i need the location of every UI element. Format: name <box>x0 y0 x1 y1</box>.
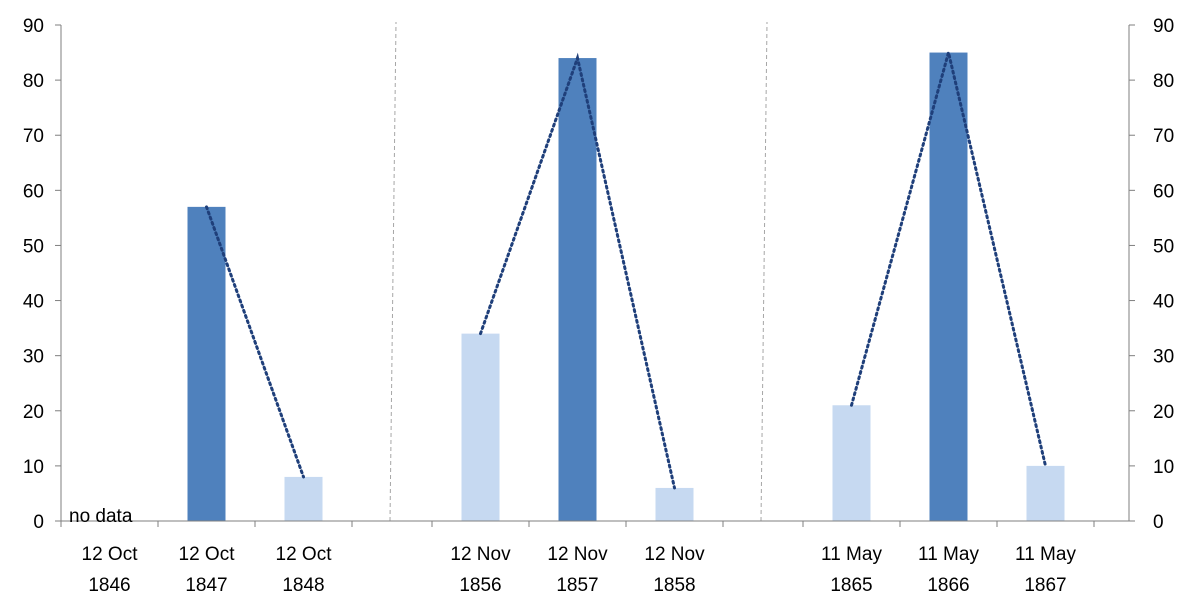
y2-tick-label: 50 <box>1153 236 1174 257</box>
x-tick-label-line2: 1858 <box>653 575 695 596</box>
x-tick-label-line2: 1867 <box>1024 575 1066 596</box>
bar <box>461 333 500 521</box>
y-tick-label: 50 <box>23 236 44 257</box>
group-divider <box>760 21 768 522</box>
y-tick-label: 20 <box>23 402 44 423</box>
y-tick-label: 30 <box>23 347 44 368</box>
x-tick-label-line2: 1866 <box>927 575 969 596</box>
y-tick-label: 60 <box>23 181 44 202</box>
x-tick-label-line2: 1846 <box>88 575 130 596</box>
x-tick-label-line1: 11 May <box>918 544 979 565</box>
group-dividers <box>389 21 768 522</box>
y-tick-label: 0 <box>33 512 44 533</box>
x-tick-label-line2: 1848 <box>282 575 324 596</box>
x-tick-label-line1: 11 May <box>1015 544 1076 565</box>
bar <box>655 487 694 521</box>
x-tick-label-line1: 12 Nov <box>644 544 705 565</box>
x-tick-label-line1: 12 Oct <box>179 544 236 565</box>
bar <box>1026 465 1065 521</box>
y-tick-label: 10 <box>23 457 44 478</box>
x-tick-label-line1: 11 May <box>821 544 882 565</box>
trend-line <box>205 205 305 479</box>
bar <box>187 206 226 521</box>
labels-layer: no data 0 0 10 10 20 20 30 30 40 40 50 50 60 60 70 70 80 8… <box>23 16 1174 596</box>
y-tick-label: 70 <box>23 126 44 147</box>
trend-line <box>850 52 1047 468</box>
group-divider <box>389 21 397 522</box>
trend-line <box>479 52 676 490</box>
x-tick-label-line1: 12 Oct <box>276 544 333 565</box>
y2-tick-label: 20 <box>1153 402 1174 423</box>
y2-tick-label: 90 <box>1153 16 1174 37</box>
x-tick-label-line2: 1857 <box>556 575 598 596</box>
x-tick-label-line2: 1856 <box>459 575 501 596</box>
y-tick-label: 80 <box>23 71 44 92</box>
y2-tick-label: 10 <box>1153 457 1174 478</box>
y2-tick-label: 60 <box>1153 181 1174 202</box>
x-tick-label-line1: 12 Nov <box>547 544 608 565</box>
trend-lines-layer <box>205 52 1047 490</box>
y2-tick-label: 40 <box>1153 292 1174 313</box>
bar <box>832 405 871 521</box>
axes-layer <box>55 24 1135 527</box>
x-tick-label-line1: 12 Nov <box>450 544 511 565</box>
x-tick-label-line2: 1865 <box>830 575 872 596</box>
y-tick-label: 90 <box>23 16 44 37</box>
y2-tick-label: 0 <box>1153 512 1164 533</box>
bars-layer <box>187 52 1065 522</box>
y-tick-label: 40 <box>23 292 44 313</box>
bar <box>558 58 597 522</box>
y2-tick-label: 70 <box>1153 126 1174 147</box>
bar <box>284 476 323 521</box>
y2-tick-label: 30 <box>1153 347 1174 368</box>
x-tick-label-line1: 12 Oct <box>82 544 139 565</box>
x-tick-label-line2: 1847 <box>185 575 227 596</box>
bar <box>929 52 968 522</box>
no-data-label: no data <box>69 506 133 527</box>
y2-tick-label: 80 <box>1153 71 1174 92</box>
